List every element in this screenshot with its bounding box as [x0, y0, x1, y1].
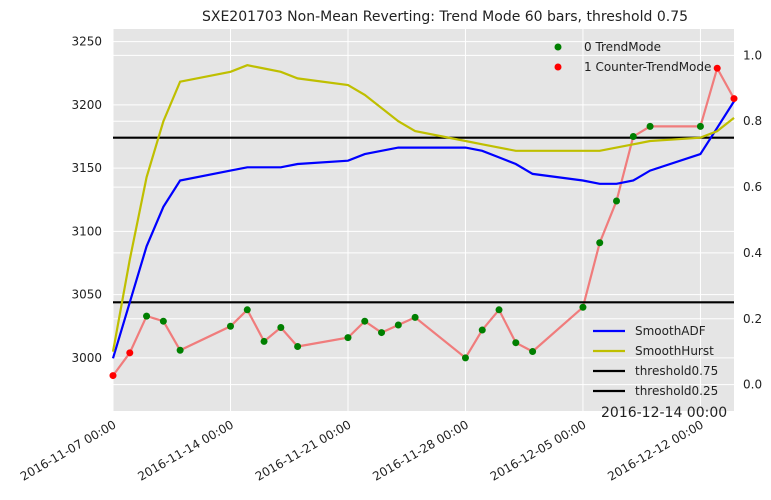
legend-marker	[554, 43, 562, 51]
y-left-tick-label: 3200	[71, 98, 102, 112]
y-left-tick-label: 3050	[71, 288, 102, 302]
line-legend: SmoothADF SmoothHurst threshold0.75 thresho…	[593, 324, 718, 398]
y-right-tick-label: 0.8	[743, 114, 762, 128]
legend-marker	[554, 63, 562, 71]
trend-marker	[696, 122, 704, 130]
SmoothHurst-line	[111, 64, 735, 352]
x-tick-label: 2016-11-07 00:00	[18, 417, 119, 483]
y-right-tick-label: 0.0	[743, 378, 762, 392]
legend-label: SmoothADF	[635, 324, 706, 338]
x-tick-label: 2016-11-28 00:00	[370, 417, 471, 483]
trend-marker	[378, 329, 386, 337]
trend-marker	[529, 348, 537, 356]
trend-marker	[461, 354, 469, 362]
x-tick-label: 2016-12-05 00:00	[488, 417, 589, 483]
plot-area	[113, 29, 734, 411]
x-tick-label: 2016-11-14 00:00	[135, 417, 236, 483]
right-axis: 0.0 0.2 0.4 0.6 0.8 1.0	[743, 48, 762, 391]
trend-marker	[243, 306, 251, 314]
trend-marker	[226, 322, 234, 330]
y-left-tick-label: 3150	[71, 161, 102, 175]
legend-label: SmoothHurst	[635, 344, 714, 358]
x-tick-label: 2016-11-21 00:00	[253, 417, 354, 483]
x-axis: 2016-11-07 00:00 2016-11-14 00:00 2016-11-…	[18, 417, 706, 483]
y-right-tick-label: 0.6	[743, 180, 762, 194]
price-markers	[109, 64, 738, 380]
trend-marker	[344, 334, 352, 342]
y-right-tick-label: 0.4	[743, 246, 762, 260]
corner-date-label: 2016-12-14 00:00	[601, 405, 727, 421]
trend-marker	[512, 339, 520, 347]
legend-label: 0 TrendMode	[584, 40, 661, 54]
legend-label: threshold0.75	[635, 364, 718, 378]
trend-marker	[143, 312, 151, 320]
trend-marker	[579, 303, 587, 311]
left-axis: 3000 3050 3100 3150 3200 3250	[71, 35, 102, 365]
trend-marker	[646, 122, 654, 130]
counter-trend-marker	[713, 64, 721, 72]
trend-marker	[277, 324, 285, 332]
trend-marker	[159, 317, 167, 325]
trend-marker	[613, 197, 621, 205]
y-left-tick-label: 3100	[71, 224, 102, 238]
trend-marker	[629, 133, 637, 141]
counter-trend-marker	[109, 372, 117, 380]
trend-marker	[596, 239, 604, 247]
trend-marker	[411, 313, 419, 321]
trend-marker	[361, 317, 369, 325]
x-tick-label: 2016-12-12 00:00	[605, 417, 706, 483]
y-right-tick-label: 1.0	[743, 48, 762, 62]
price-line	[112, 65, 735, 377]
counter-trend-marker	[730, 95, 738, 103]
trend-marker	[176, 346, 184, 354]
gridlines	[112, 29, 734, 411]
chart-title: SXE201703 Non-Mean Reverting: Trend Mode…	[202, 9, 688, 25]
y-left-tick-label: 3000	[71, 351, 102, 365]
trend-marker	[478, 326, 486, 334]
trend-marker	[394, 321, 402, 329]
trend-marker	[260, 337, 268, 345]
y-right-tick-label: 0.2	[743, 312, 762, 326]
trend-marker	[294, 342, 302, 350]
counter-trend-marker	[126, 349, 134, 357]
scatter-legend: 0 TrendMode 1 Counter-TrendMode	[554, 40, 711, 74]
trend-marker	[495, 306, 503, 314]
SmoothADF-line	[111, 100, 735, 359]
legend-label: threshold0.25	[635, 384, 718, 398]
legend-label: 1 Counter-TrendMode	[584, 60, 711, 74]
y-left-tick-label: 3250	[71, 35, 102, 49]
